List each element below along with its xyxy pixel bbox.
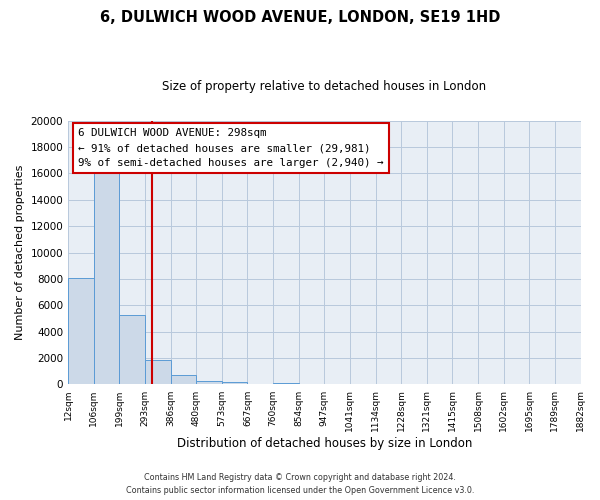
- Text: Contains HM Land Registry data © Crown copyright and database right 2024.
Contai: Contains HM Land Registry data © Crown c…: [126, 474, 474, 495]
- Bar: [94, 166, 119, 384]
- Bar: [68, 278, 94, 384]
- Bar: [273, 382, 299, 384]
- Text: 6, DULWICH WOOD AVENUE, LONDON, SE19 1HD: 6, DULWICH WOOD AVENUE, LONDON, SE19 1HD: [100, 10, 500, 25]
- X-axis label: Distribution of detached houses by size in London: Distribution of detached houses by size …: [176, 437, 472, 450]
- Bar: [145, 360, 170, 384]
- Bar: [170, 374, 196, 384]
- Bar: [222, 382, 247, 384]
- Bar: [119, 314, 145, 384]
- Text: 6 DULWICH WOOD AVENUE: 298sqm
← 91% of detached houses are smaller (29,981)
9% o: 6 DULWICH WOOD AVENUE: 298sqm ← 91% of d…: [79, 128, 384, 168]
- Title: Size of property relative to detached houses in London: Size of property relative to detached ho…: [162, 80, 487, 93]
- Y-axis label: Number of detached properties: Number of detached properties: [15, 165, 25, 340]
- Bar: [196, 381, 222, 384]
